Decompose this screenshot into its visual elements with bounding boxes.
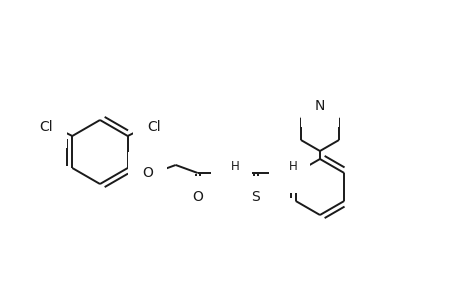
- Text: N: N: [282, 165, 292, 179]
- Text: N: N: [314, 99, 325, 113]
- Text: S: S: [251, 190, 259, 204]
- Text: N: N: [224, 165, 235, 179]
- Text: H: H: [289, 160, 297, 172]
- Text: Cl: Cl: [146, 120, 160, 134]
- Text: H: H: [231, 160, 240, 172]
- Text: O: O: [142, 166, 153, 180]
- Text: Cl: Cl: [39, 120, 53, 134]
- Text: O: O: [192, 190, 203, 204]
